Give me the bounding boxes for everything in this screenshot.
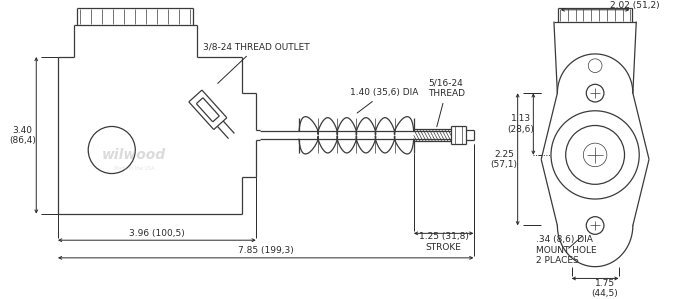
Text: 3.96 (100,5): 3.96 (100,5) [129,229,185,238]
Text: .34 (8,6) DIA
MOUNT HOLE
2 PLACES: .34 (8,6) DIA MOUNT HOLE 2 PLACES [536,235,597,265]
Text: Made in the USA: Made in the USA [114,166,155,171]
Text: 2.25
(57,1): 2.25 (57,1) [491,150,517,169]
Text: 1.25 (31,8)
STROKE: 1.25 (31,8) STROKE [419,232,468,252]
Text: 3.40
(86,4): 3.40 (86,4) [9,126,36,145]
Text: 1.40 (35,6) DIA: 1.40 (35,6) DIA [350,88,419,113]
Text: 2.02 (51,2): 2.02 (51,2) [610,1,659,10]
Text: 5/16-24
THREAD: 5/16-24 THREAD [428,79,466,127]
Text: wilwood: wilwood [102,148,167,162]
Text: 1.13
(28,6): 1.13 (28,6) [508,114,534,134]
Text: 3/8-24 THREAD OUTLET: 3/8-24 THREAD OUTLET [203,42,309,83]
Text: 7.85 (199,3): 7.85 (199,3) [238,246,293,255]
Text: 1.75
(44,5): 1.75 (44,5) [592,279,618,298]
